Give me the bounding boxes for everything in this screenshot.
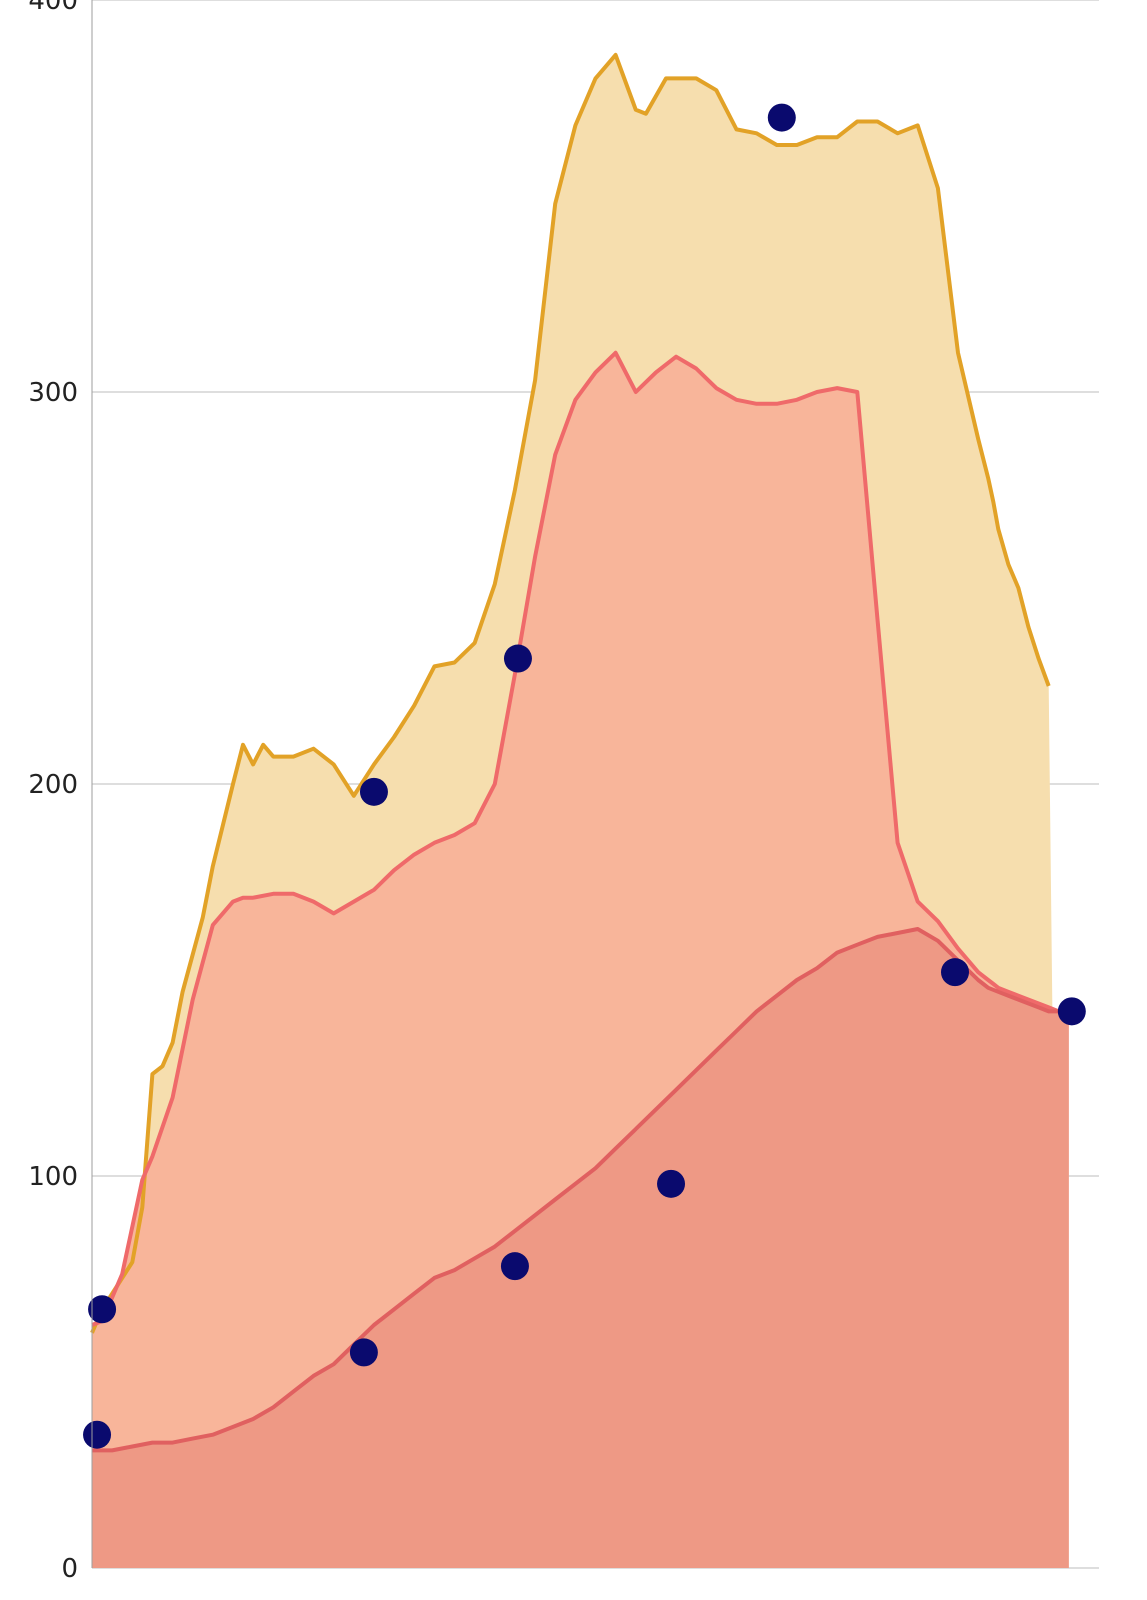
data-point-7[interactable] [500, 1252, 529, 1281]
data-point-9[interactable] [940, 958, 969, 987]
data-point-5[interactable] [83, 1420, 112, 1449]
y-tick-label-400: 400 [28, 0, 78, 16]
series-areas [92, 54, 1099, 1568]
series-3-line [92, 927, 1069, 1453]
series-1-line [90, 52, 1051, 1334]
series-3-area [92, 929, 1069, 1568]
y-axis: 0 100 200 300 400 [28, 0, 93, 1584]
y-tick-label-100: 100 [28, 1162, 78, 1192]
data-point-3[interactable] [503, 644, 532, 673]
data-point-1[interactable] [88, 1295, 117, 1324]
data-point-4[interactable] [767, 103, 796, 132]
series-2-line [91, 350, 1069, 1327]
y-tick-label-200: 200 [28, 770, 78, 800]
data-markers [83, 103, 1086, 1449]
data-point-10[interactable] [1057, 997, 1086, 1026]
series-lines [90, 52, 1069, 1453]
data-point-8[interactable] [657, 1169, 686, 1198]
y-tick-label-300: 300 [28, 378, 78, 408]
y-tick-label-0: 0 [61, 1554, 78, 1584]
data-point-6[interactable] [349, 1338, 378, 1367]
data-point-2[interactable] [359, 777, 388, 806]
